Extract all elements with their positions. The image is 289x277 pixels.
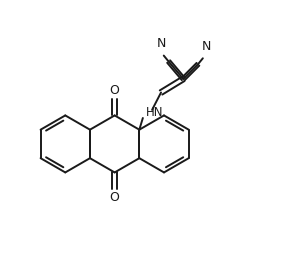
Text: O: O: [110, 191, 120, 204]
Text: HN: HN: [146, 106, 164, 119]
Text: O: O: [110, 84, 120, 97]
Text: N: N: [202, 40, 211, 53]
Text: N: N: [157, 37, 166, 50]
